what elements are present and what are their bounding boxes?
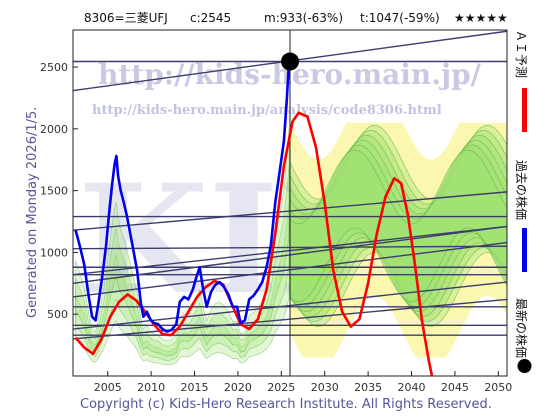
- x-tick-label: 2035: [354, 381, 382, 394]
- forecast-band-green: [289, 139, 507, 313]
- legend-latest-price-label: 最新の株価: [514, 298, 529, 358]
- legend-ai-forecast-swatch: [522, 88, 527, 132]
- x-tick-label: 2005: [94, 381, 122, 394]
- header-t-value: t:1047(-59%): [360, 11, 440, 25]
- header-m-value: m:933(-63%): [264, 11, 343, 25]
- chart-header: 8306=三菱UFJ c:2545 m:933(-63%) t:1047(-59…: [84, 11, 508, 25]
- y-tick-label: 1000: [40, 246, 68, 259]
- x-tick-label: 2025: [267, 381, 295, 394]
- x-tick-label: 2020: [224, 381, 252, 394]
- legend-past-price-swatch: [522, 228, 527, 272]
- y-tick-label: 2500: [40, 61, 68, 74]
- x-tick-label: 2050: [484, 381, 512, 394]
- past-price-line: [74, 61, 291, 333]
- header-current: c:2545: [190, 11, 231, 25]
- y-tick-label: 500: [47, 308, 68, 321]
- legend-latest-price-marker: [517, 359, 532, 373]
- legend-past-price-label: 過去の株価: [514, 160, 529, 220]
- generated-text: Generated on Monday 2026/1/5.: [25, 107, 40, 318]
- forecast-band-green: [289, 144, 507, 308]
- plot-area: [73, 30, 507, 376]
- header-code: 8306=三菱UFJ: [84, 11, 168, 25]
- axes: 2005 2010 2015 2020 2025 2030 2035 2040 2045 2050…: [40, 61, 512, 394]
- history-band-green: [75, 165, 290, 361]
- forecast-band-green: [289, 129, 507, 322]
- legend-ai-forecast-label: ＡＩ予測: [514, 30, 528, 78]
- x-tick-label: 2015: [181, 381, 209, 394]
- x-tick-label: 2045: [441, 381, 469, 394]
- y-tick-label: 2000: [40, 123, 68, 136]
- x-tick-label: 2040: [398, 381, 426, 394]
- latest-price-point: [281, 52, 299, 71]
- x-tick-label: 2030: [311, 381, 339, 394]
- forecast-band-green: [289, 125, 507, 327]
- x-tick-label: 2010: [137, 381, 165, 394]
- header-stars: ★★★★★: [454, 11, 508, 25]
- copyright-text: Copyright (c) Kids-Hero Research Institu…: [80, 397, 492, 412]
- watermark-analysis-url: http://kids-hero.main.jp/analysis/code83…: [92, 103, 442, 118]
- ai-forecast-line: [74, 111, 434, 376]
- plot-frame: [72, 29, 508, 377]
- y-tick-label: 1500: [40, 185, 68, 198]
- legend: ＡＩ予測 過去の株価 最新の株価: [514, 30, 532, 373]
- forecast-band-green: [289, 149, 507, 303]
